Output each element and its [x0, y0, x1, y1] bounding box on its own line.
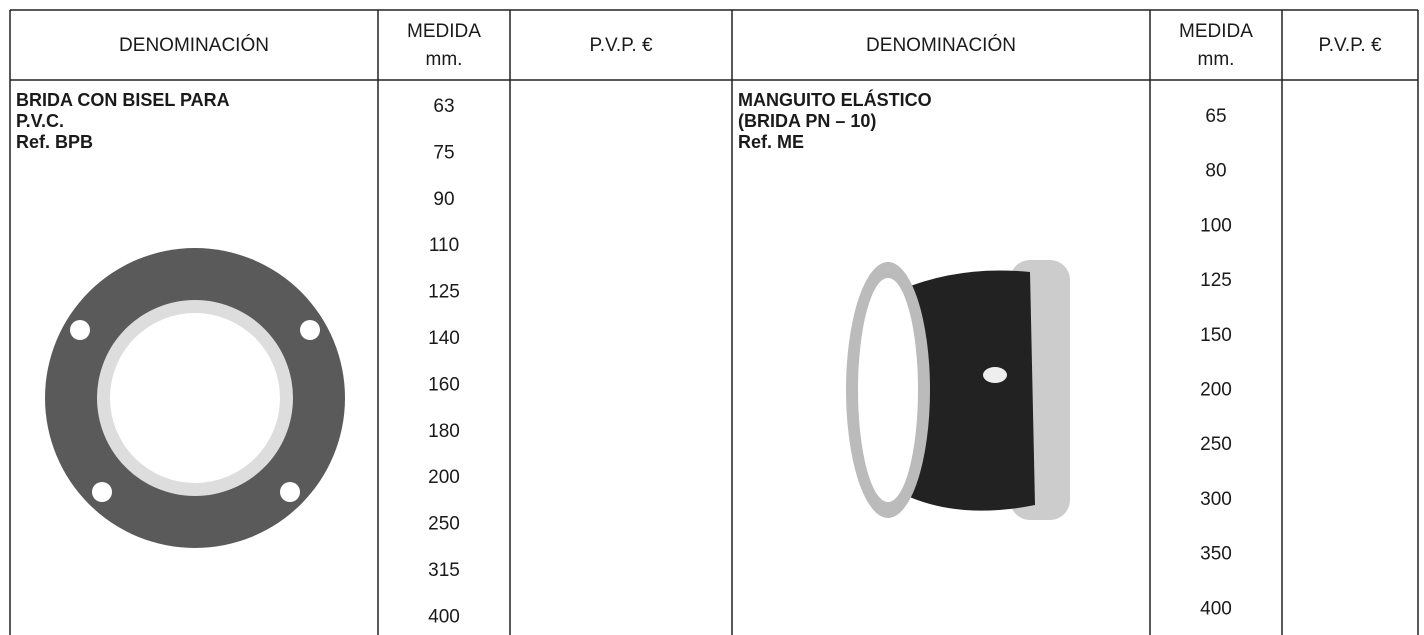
size-value: 200 — [1200, 380, 1232, 401]
header-label: MEDIDA — [407, 21, 481, 42]
size-value: 80 — [1205, 161, 1226, 182]
table-grid — [9, 9, 1419, 635]
product-name: P.V.C. — [16, 111, 64, 131]
size-value: 150 — [1200, 325, 1232, 346]
size-value: 160 — [428, 374, 460, 395]
size-value: 180 — [428, 421, 460, 442]
size-value: 400 — [428, 606, 460, 627]
flange-image — [45, 248, 345, 548]
size-value: 65 — [1205, 106, 1226, 127]
product-name: BRIDA CON BISEL PARA — [16, 90, 230, 110]
size-value: 125 — [1200, 270, 1232, 291]
size-value: 125 — [428, 282, 460, 303]
header-label: DENOMINACIÓN — [866, 34, 1016, 56]
size-value: 110 — [429, 235, 459, 256]
size-value: 300 — [1200, 489, 1232, 510]
size-value: 250 — [428, 514, 460, 535]
size-value: 350 — [1200, 544, 1232, 565]
header-label: P.V.P. € — [1318, 35, 1381, 56]
size-value: 100 — [1200, 215, 1232, 236]
size-value: 250 — [1200, 434, 1232, 455]
size-value: 140 — [428, 328, 460, 349]
header-label: MEDIDA — [1179, 21, 1253, 42]
header-label: P.V.P. € — [589, 35, 652, 56]
size-value: 75 — [433, 142, 454, 163]
header-label: mm. — [426, 49, 463, 70]
product-name: (BRIDA PN – 10) — [738, 111, 876, 131]
header-label: DENOMINACIÓN — [119, 34, 269, 56]
product-name: Ref. BPB — [16, 132, 93, 152]
header-label: mm. — [1198, 49, 1235, 70]
product-name: MANGUITO ELÁSTICO — [738, 89, 932, 110]
size-value: 63 — [433, 96, 454, 117]
joint-image — [846, 260, 1070, 520]
size-value: 200 — [428, 467, 460, 488]
product-name: Ref. ME — [738, 132, 804, 152]
size-value: 400 — [1200, 598, 1232, 619]
size-value: 90 — [433, 189, 454, 210]
size-value: 315 — [428, 560, 460, 581]
